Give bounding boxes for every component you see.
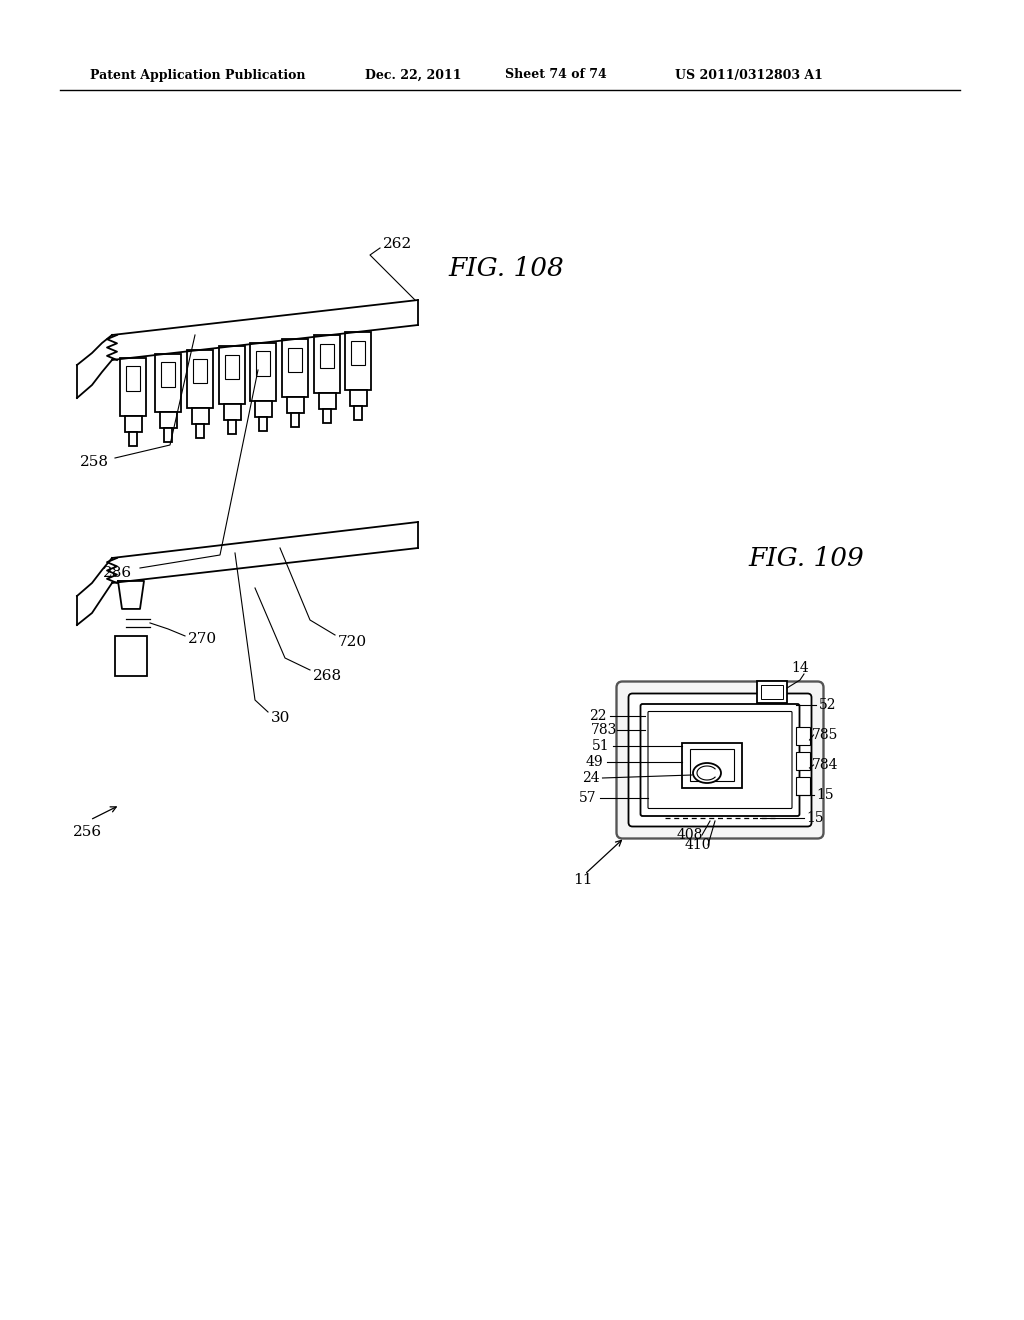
Bar [323, 409, 331, 424]
Bar [120, 358, 146, 416]
Text: 24: 24 [582, 771, 599, 785]
Bar [354, 405, 362, 420]
Text: 15: 15 [817, 788, 835, 803]
Ellipse shape [693, 763, 721, 783]
Bar [319, 345, 334, 368]
Text: 410: 410 [685, 838, 712, 851]
Bar [259, 417, 267, 430]
Bar [291, 413, 299, 428]
Text: 30: 30 [271, 711, 291, 725]
Text: 270: 270 [188, 632, 217, 645]
Bar [349, 389, 367, 405]
Bar [256, 351, 270, 376]
Bar [228, 420, 236, 434]
Bar [193, 359, 207, 383]
Bar [682, 742, 742, 788]
Bar [761, 685, 783, 700]
Bar [126, 366, 140, 391]
Bar [314, 335, 340, 393]
Bar [223, 404, 241, 420]
Text: 408: 408 [677, 828, 703, 842]
Bar [796, 727, 810, 744]
Text: 15: 15 [807, 810, 824, 825]
Bar [318, 393, 336, 409]
Bar [287, 397, 303, 413]
Text: 51: 51 [592, 739, 609, 752]
Bar [690, 748, 734, 781]
Bar [796, 752, 810, 770]
Bar [351, 341, 366, 364]
Bar [160, 412, 176, 428]
Text: 14: 14 [792, 661, 809, 675]
Bar [225, 355, 240, 379]
Text: 268: 268 [313, 669, 342, 682]
Text: 22: 22 [589, 709, 606, 723]
Bar [187, 350, 213, 408]
Text: 262: 262 [383, 238, 413, 251]
Text: FIG. 108: FIG. 108 [449, 256, 564, 281]
Text: 258: 258 [80, 455, 109, 469]
Bar [129, 432, 137, 446]
Text: 57: 57 [579, 791, 596, 805]
Text: US 2011/0312803 A1: US 2011/0312803 A1 [675, 69, 823, 82]
Bar [282, 339, 308, 397]
Text: 256: 256 [73, 825, 102, 840]
FancyBboxPatch shape [640, 704, 800, 816]
Text: 52: 52 [819, 698, 837, 711]
Bar [288, 347, 302, 372]
Text: 785: 785 [812, 729, 839, 742]
Bar [219, 346, 245, 404]
Text: 286: 286 [103, 566, 132, 579]
Text: 49: 49 [586, 755, 603, 770]
Bar [255, 401, 271, 417]
Text: 784: 784 [812, 758, 839, 772]
Bar [757, 681, 787, 704]
Bar [164, 428, 172, 442]
Bar [345, 331, 371, 389]
Text: Dec. 22, 2011: Dec. 22, 2011 [365, 69, 462, 82]
FancyBboxPatch shape [616, 681, 823, 838]
Bar [250, 343, 276, 401]
Bar [196, 424, 204, 438]
Text: 11: 11 [572, 874, 592, 887]
Bar [191, 408, 209, 424]
Bar [155, 354, 181, 412]
Bar [161, 362, 175, 387]
Text: FIG. 109: FIG. 109 [748, 545, 864, 570]
Bar [115, 636, 147, 676]
Bar [796, 777, 810, 795]
Text: 720: 720 [338, 635, 368, 649]
FancyBboxPatch shape [629, 693, 811, 826]
FancyBboxPatch shape [648, 711, 792, 808]
Text: Patent Application Publication: Patent Application Publication [90, 69, 305, 82]
Text: 783: 783 [591, 723, 617, 737]
Text: Sheet 74 of 74: Sheet 74 of 74 [505, 69, 607, 82]
Bar [125, 416, 141, 432]
